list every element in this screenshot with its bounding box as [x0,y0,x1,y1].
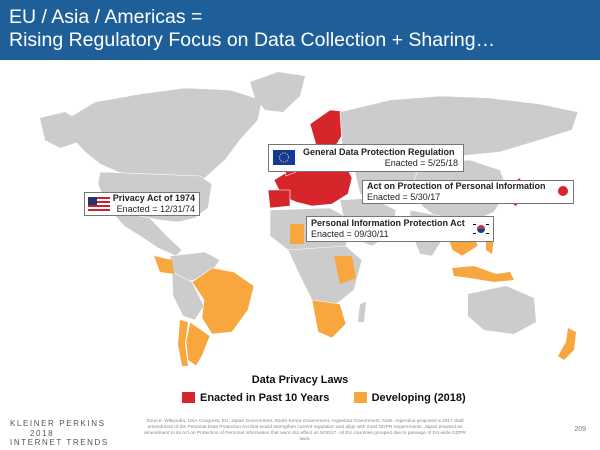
us-privacy-act-callout: Privacy Act of 1974 Enacted = 12/31/74 [84,192,200,216]
page-title-line-1: EU / Asia / Americas = [9,6,203,28]
japan-appi-title: Act on Protection of Personal Informatio… [367,181,546,191]
us-privacy-act-title: Privacy Act of 1974 [112,193,195,203]
chile-region [178,320,188,366]
page-number: 209 [574,426,586,433]
gdpr-title: General Data Protection Regulation [303,147,455,157]
japan-appi-callout: Act on Protection of Personal Informatio… [362,180,574,204]
legend: Enacted in Past 10 Years Developing (201… [182,392,466,404]
west-africa-highlight-region [290,224,304,244]
legend-enacted-label: Enacted in Past 10 Years [200,392,330,404]
legend-developing-label: Developing (2018) [371,392,466,404]
japan-flag-icon [558,186,568,196]
logo-line-2: 2018 [30,429,55,438]
korea-pipa-callout: Personal Information Protection Act Enac… [306,216,494,242]
colombia-highlight-region [154,256,174,274]
madagascar-region [358,302,366,322]
new-zealand-region [558,328,576,360]
page-title-line-2: Rising Regulatory Focus on Data Collecti… [9,29,496,51]
eu-flag-icon [273,150,295,165]
us-privacy-act-date: Enacted = 12/31/74 [116,204,195,214]
southern-africa-region [311,299,347,339]
alaska-region [40,112,85,148]
logo-line-3: INTERNET TRENDS [10,438,109,447]
australia-region [468,286,536,334]
brazil-region [191,267,255,335]
korea-pipa-title: Personal Information Protection Act [311,218,465,228]
us-flag-icon [88,197,110,211]
legend-title: Data Privacy Laws [251,374,349,386]
korea-pipa-date: Enacted = 09/30/11 [311,229,389,239]
east-africa-highlight-region [334,256,356,284]
iberia-region [267,189,291,209]
indonesia-region [452,266,514,282]
japan-appi-date: Enacted = 5/30/17 [367,192,441,202]
canada-region [64,87,263,183]
argentina-region [185,321,211,367]
enacted-swatch [182,392,195,403]
logo-line-1: KLEINER PERKINS [10,419,106,428]
gdpr-callout: General Data Protection Regulation Enact… [268,144,464,172]
source-note: Source: Wikipedia, USA Congress, EU, Jap… [144,419,466,442]
developing-swatch [353,392,367,403]
korea-flag-icon [472,222,490,236]
gdpr-date: Enacted = 5/25/18 [384,158,458,168]
title-bar: EU / Asia / Americas = Rising Regulatory… [0,0,600,60]
greenland-region [250,72,305,112]
